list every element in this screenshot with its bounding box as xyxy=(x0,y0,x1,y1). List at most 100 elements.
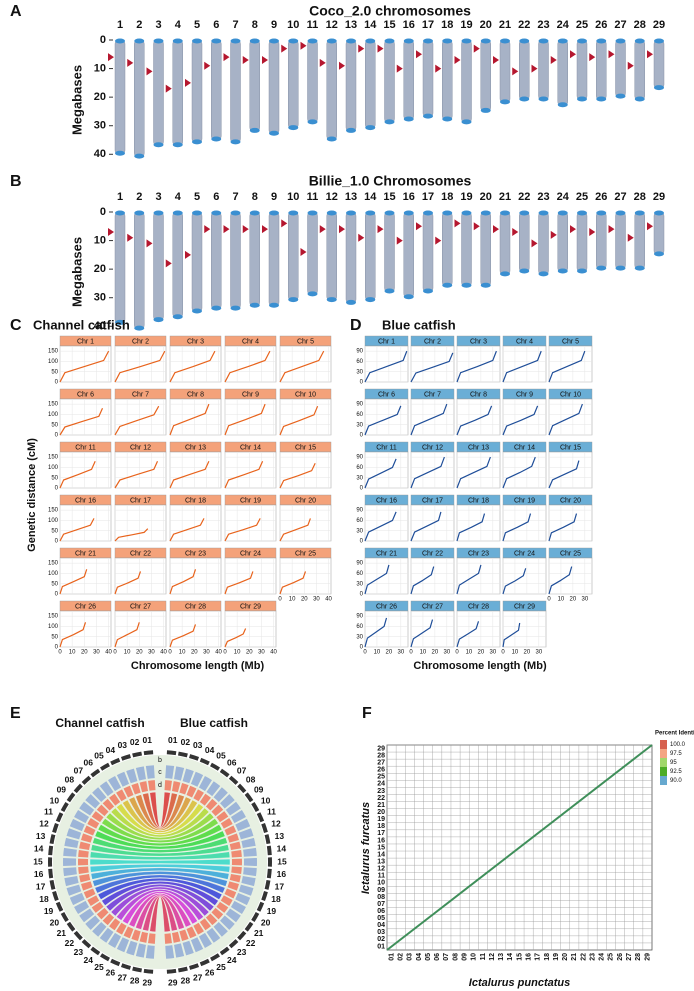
facet-title: Chr 14 xyxy=(240,444,261,451)
chromosome-label: 9 xyxy=(271,191,277,203)
diagonal xyxy=(386,744,653,951)
telomere xyxy=(172,142,183,148)
y-tick-label: 60 xyxy=(356,624,363,630)
y-axis-label: Genetic distance (cM) xyxy=(26,438,38,552)
chromosome-label: 08 xyxy=(246,775,256,785)
y-tick-label: 20 xyxy=(94,91,106,103)
facet-line xyxy=(224,350,271,383)
centromere xyxy=(396,236,403,245)
telomere xyxy=(596,265,607,271)
chromosome-arc xyxy=(120,963,131,970)
telomere xyxy=(172,38,183,44)
blue-track xyxy=(116,937,130,953)
salmon-track xyxy=(109,918,121,931)
facet-line xyxy=(224,571,254,595)
facet-panel xyxy=(456,345,501,383)
chromosome-label: 19 xyxy=(267,906,277,916)
y-tick-label: 90 xyxy=(356,561,363,567)
centromere xyxy=(281,44,288,53)
chromosome-arc xyxy=(52,822,59,833)
facet-title: Chr 16 xyxy=(376,497,397,504)
synteny-link xyxy=(90,844,230,857)
facet-line xyxy=(114,461,159,489)
chromosome-arc xyxy=(266,868,272,879)
facet-line xyxy=(114,528,149,542)
facet-title: Chr 12 xyxy=(130,444,151,451)
panel-title: Blue catfish xyxy=(382,317,456,332)
x-tick-label: 26 xyxy=(617,953,624,961)
chromosome-label: 28 xyxy=(130,976,140,986)
synteny-link xyxy=(122,799,198,833)
blue-track xyxy=(69,892,85,906)
salmon-track xyxy=(179,783,189,795)
centromere xyxy=(165,259,172,268)
chromosome-label: 02 xyxy=(181,737,191,747)
chromosome-label: 2 xyxy=(136,19,142,31)
facet-title: Chr 5 xyxy=(297,338,314,345)
facet-line xyxy=(410,619,434,648)
chromosome-label: 15 xyxy=(383,19,395,31)
chromosome-arc xyxy=(199,757,210,766)
telomere xyxy=(115,319,125,325)
legend-swatch xyxy=(660,767,667,776)
y-tick-label: 100 xyxy=(48,359,59,365)
chromosome xyxy=(461,39,472,124)
blue-track xyxy=(135,943,146,958)
chromosome-label: 25 xyxy=(216,962,226,972)
centromere xyxy=(454,56,461,64)
x-tick-label: 40 xyxy=(325,597,332,603)
chromosome-label: 29 xyxy=(653,19,665,31)
telomere xyxy=(365,125,376,131)
salmon-track xyxy=(81,833,93,843)
facet-title: Chr 26 xyxy=(376,603,397,610)
synteny-link xyxy=(110,807,210,838)
y-tick-label: 20 xyxy=(94,263,106,275)
chromosome-arc xyxy=(90,768,101,778)
chromosome-label: 26 xyxy=(205,968,215,978)
facet-title: Chr 23 xyxy=(468,550,489,557)
x-tick-label: 10 xyxy=(420,650,427,656)
chromosome xyxy=(288,39,299,129)
facet-panel xyxy=(59,451,112,489)
centromere xyxy=(127,233,134,242)
chromosome xyxy=(576,39,588,101)
chromosome-arc xyxy=(110,958,121,967)
telomere xyxy=(538,96,549,102)
chromosome-label: 27 xyxy=(118,972,128,982)
facet-line xyxy=(59,518,95,542)
chromosome xyxy=(326,39,337,141)
y-tick-label: 100 xyxy=(48,465,59,471)
chromosome-label: 22 xyxy=(518,191,530,203)
x-tick-label: 30 xyxy=(397,650,404,656)
facet-title: Chr 10 xyxy=(560,391,581,398)
telomere xyxy=(538,271,549,277)
blue-track xyxy=(182,768,194,784)
legend-title: Percent Identity xyxy=(655,731,694,737)
chromosome-label: 1 xyxy=(117,19,123,31)
chromosome-label: 21 xyxy=(254,928,264,938)
facet-panel xyxy=(502,398,547,436)
facet-title: Chr 6 xyxy=(77,391,94,398)
salmon-track xyxy=(229,874,241,883)
centromere xyxy=(319,58,326,67)
chromosome-label: 29 xyxy=(653,191,665,203)
chromosome xyxy=(653,39,665,89)
telomere xyxy=(519,96,530,102)
centromere xyxy=(512,228,519,236)
chromosome-label: 1 xyxy=(117,191,123,203)
centromere xyxy=(531,64,538,73)
telomere xyxy=(519,268,530,274)
chromosome-arc xyxy=(55,901,64,912)
telomere xyxy=(230,38,241,44)
x-tick-label: 10 xyxy=(558,597,565,603)
facet-panel xyxy=(114,451,167,489)
facet-title: Chr 27 xyxy=(422,603,443,610)
chromosome-arc xyxy=(219,768,230,778)
synteny-link xyxy=(97,878,223,900)
chromosome-arc xyxy=(244,921,254,932)
synteny-link xyxy=(89,858,231,866)
telomere xyxy=(192,308,202,314)
telomere xyxy=(480,107,491,113)
facet-title: Chr 19 xyxy=(240,497,261,504)
chromosome xyxy=(480,39,491,112)
